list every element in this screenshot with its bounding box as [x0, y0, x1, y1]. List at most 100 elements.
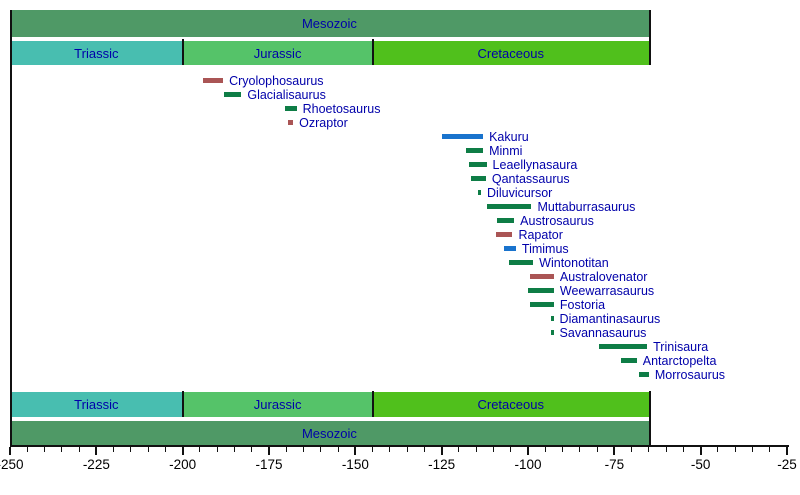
- taxon-name-diamantinasaurus: Diamantinasaurus: [560, 312, 661, 326]
- taxon-name-austrosaurus: Austrosaurus: [520, 214, 594, 228]
- x-axis-minor-tick: [648, 447, 650, 452]
- taxon-name-diamantinasaurus-label: Diamantinasaurus: [559, 311, 661, 326]
- x-axis-tick-label: -50: [690, 457, 711, 472]
- period-segment-cretaceous: Cretaceous: [372, 392, 649, 417]
- x-axis-tick-label: -225: [82, 457, 110, 472]
- x-axis-major-tick: [786, 447, 788, 455]
- taxon-bar-kakuru: [441, 134, 484, 139]
- x-axis-minor-tick: [78, 447, 80, 452]
- taxon-name-antarctopelta-label: Antarctopelta: [642, 353, 717, 368]
- taxon-name-minmi: Minmi: [489, 144, 522, 158]
- taxon-bar-glacialisaurus: [224, 92, 242, 97]
- x-axis-minor-tick: [233, 447, 235, 452]
- taxon-bar-fostoria: [529, 302, 554, 307]
- taxon-name-weewarrasaurus-label: Weewarrasaurus: [559, 283, 655, 298]
- taxon-name-glacialisaurus: Glacialisaurus: [247, 88, 326, 102]
- period-segment-triassic: Triassic: [10, 392, 183, 417]
- x-axis-minor-tick: [216, 447, 218, 452]
- taxon-name-muttaburrasaurus-label: Muttaburrasaurus: [537, 199, 636, 214]
- taxon-name-cryolophosaurus-label: Cryolophosaurus: [229, 73, 324, 88]
- taxon-bar-diluvicursor: [478, 190, 482, 195]
- x-axis-minor-tick: [769, 447, 771, 452]
- taxon-name-fostoria: Fostoria: [560, 298, 605, 312]
- period-segment-triassic-label: Triassic: [74, 45, 119, 61]
- x-axis-minor-tick: [130, 447, 132, 452]
- x-axis-minor-tick: [147, 447, 149, 452]
- x-axis-tick-label: -100: [514, 457, 542, 472]
- x-axis-minor-tick: [717, 447, 719, 452]
- taxon-bar-minmi: [465, 148, 484, 153]
- x-axis-minor-tick: [26, 447, 28, 452]
- era-segment-mesozoic: Mesozoic: [10, 421, 649, 445]
- x-axis-minor-tick: [389, 447, 391, 452]
- era-segment-mesozoic: Mesozoic: [10, 10, 649, 37]
- x-axis-minor-tick: [458, 447, 460, 452]
- x-axis-tick-label: -175: [255, 457, 283, 472]
- x-axis-minor-tick: [579, 447, 581, 452]
- era-segment-mesozoic-label: Mesozoic: [301, 16, 357, 31]
- period-segment-cretaceous: Cretaceous: [372, 41, 649, 65]
- taxon-bar-rhoetosaurus: [284, 106, 297, 111]
- x-axis-minor-tick: [337, 447, 339, 452]
- taxon-name-leaellynasaura-label: Leaellynasaura: [492, 157, 578, 172]
- taxon-name-glacialisaurus-label: Glacialisaurus: [247, 87, 326, 102]
- x-axis-minor-tick: [665, 447, 667, 452]
- x-axis-minor-tick: [544, 447, 546, 452]
- taxon-name-kakuru: Kakuru: [489, 130, 529, 144]
- taxon-name-wintonotitan: Wintonotitan: [539, 256, 608, 270]
- taxon-name-antarctopelta: Antarctopelta: [643, 354, 717, 368]
- taxon-bar-austrosaurus: [496, 218, 515, 223]
- taxon-bar-cryolophosaurus: [203, 78, 224, 83]
- x-axis-minor-tick: [751, 447, 753, 452]
- taxon-name-savannasaurus: Savannasaurus: [560, 326, 647, 340]
- taxon-name-leaellynasaura: Leaellynasaura: [493, 158, 578, 172]
- period-band-bottom: Triassic Jurassic Cretaceous: [0, 392, 800, 417]
- period-band-top: Triassic Jurassic Cretaceous: [0, 41, 800, 65]
- period-segment-jurassic-label: Jurassic: [253, 397, 302, 412]
- period-segment-jurassic: Jurassic: [182, 41, 373, 65]
- mesozoic-end-line-bottom: [648, 391, 651, 446]
- period-segment-triassic-label: Triassic: [74, 397, 119, 412]
- taxon-bar-trinisaura: [598, 344, 648, 349]
- x-axis-minor-tick: [510, 447, 512, 452]
- taxon-bar-rapator: [495, 232, 513, 237]
- taxon-name-muttaburrasaurus: Muttaburrasaurus: [537, 200, 635, 214]
- taxon-name-diluvicursor: Diluvicursor: [487, 186, 552, 200]
- taxon-name-austrosaurus-label: Austrosaurus: [520, 213, 594, 228]
- x-axis-major-tick: [699, 447, 702, 455]
- taxon-name-rhoetosaurus: Rhoetosaurus: [303, 102, 381, 116]
- taxon-bar-antarctopelta: [621, 358, 637, 363]
- taxon-bar-diamantinasaurus: [550, 316, 554, 321]
- taxon-name-minmi-label: Minmi: [489, 143, 523, 158]
- taxon-name-qantassaurus-label: Qantassaurus: [491, 171, 570, 186]
- taxon-bar-australovenator: [529, 274, 554, 279]
- x-axis-major-tick: [440, 447, 443, 455]
- taxon-name-rapator: Rapator: [518, 228, 562, 242]
- x-axis-minor-tick: [631, 447, 633, 452]
- x-axis-minor-tick: [61, 447, 63, 452]
- taxon-name-ozraptor-label: Ozraptor: [299, 115, 348, 130]
- era-band-bottom: Mesozoic: [0, 421, 800, 445]
- taxon-name-australovenator: Australovenator: [560, 270, 648, 284]
- x-axis-minor-tick: [475, 447, 477, 452]
- period-boundary-top: [181, 39, 184, 65]
- x-axis-minor-tick: [303, 447, 305, 452]
- x-axis-minor-tick: [251, 447, 253, 452]
- taxon-name-qantassaurus: Qantassaurus: [492, 172, 570, 186]
- era-segment-mesozoic-label: Mesozoic: [301, 425, 357, 441]
- taxon-bar-ozraptor: [287, 120, 294, 125]
- x-axis-major-tick: [354, 447, 357, 455]
- taxon-name-weewarrasaurus: Weewarrasaurus: [560, 284, 654, 298]
- x-axis-minor-tick: [113, 447, 115, 452]
- taxon-bar-timimus: [503, 246, 516, 251]
- x-axis-minor-tick: [164, 447, 166, 452]
- period-segment-jurassic: Jurassic: [182, 392, 373, 417]
- x-axis-minor-tick: [285, 447, 287, 452]
- period-segment-triassic: Triassic: [10, 41, 183, 65]
- y-axis-spine: [10, 10, 12, 446]
- taxon-name-rhoetosaurus-label: Rhoetosaurus: [302, 101, 381, 116]
- taxon-bar-savannasaurus: [550, 330, 554, 335]
- x-axis-minor-tick: [423, 447, 425, 452]
- x-axis-minor-tick: [682, 447, 684, 452]
